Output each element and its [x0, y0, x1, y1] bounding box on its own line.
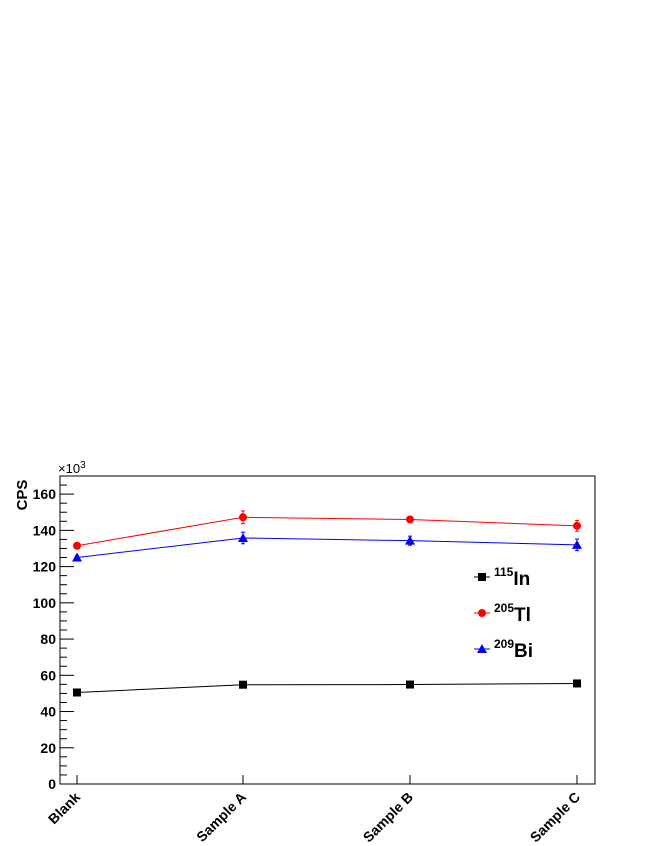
- data-point: [238, 532, 248, 542]
- x-tick-label: Sample C: [527, 789, 583, 845]
- y-tick-label: 60: [40, 667, 56, 683]
- x-tick-label: Sample B: [360, 789, 416, 845]
- x-axis-ticks: Blank Sample A Sample B Sample C: [45, 775, 583, 845]
- data-point: [406, 680, 414, 689]
- y-tick-label: 20: [40, 740, 56, 756]
- y-tick-label: 140: [33, 522, 57, 538]
- series-line: [76, 516, 578, 547]
- plot-frame: [59, 475, 596, 785]
- y-tick-label: 100: [33, 595, 57, 611]
- data-point: [73, 688, 81, 697]
- data-point: [406, 515, 414, 524]
- series-layer: [72, 510, 582, 697]
- legend-label: 115In: [494, 565, 530, 590]
- data-point: [239, 680, 247, 689]
- series-line: [76, 537, 578, 559]
- legend-marker: [478, 573, 486, 581]
- data-point: [405, 535, 415, 545]
- y-tick-label: 40: [40, 704, 56, 720]
- series-line: [76, 682, 578, 694]
- data-point: [572, 539, 582, 549]
- data-point: [72, 552, 82, 562]
- data-point: [573, 521, 581, 530]
- legend-item: 115In: [474, 565, 530, 590]
- legend-label: 209Bi: [494, 637, 533, 662]
- series-bi: [72, 531, 582, 562]
- data-point: [73, 541, 81, 550]
- x-tick-label: Blank: [45, 789, 83, 827]
- data-point: [573, 679, 581, 688]
- y-tick-label: 80: [40, 631, 56, 647]
- y-axis-ticks: 0 20 40 60 80 100 120 140 160: [33, 475, 74, 792]
- y-tick-label: 120: [33, 559, 57, 575]
- legend-item: 209Bi: [474, 637, 533, 662]
- x-tick-label: Sample A: [193, 789, 249, 845]
- data-point: [239, 513, 247, 522]
- legend: 115In 205Tl 209Bi: [474, 565, 533, 662]
- legend-label: 205Tl: [494, 601, 531, 626]
- legend-marker: [477, 644, 487, 653]
- legend-marker: [478, 609, 486, 617]
- series-in: [73, 679, 581, 697]
- y-tick-label: 0: [48, 776, 56, 792]
- legend-item: 205Tl: [474, 601, 531, 626]
- y-axis-title: CPS: [14, 480, 31, 511]
- series-tl: [73, 510, 581, 550]
- y-axis-multiplier: ×103: [58, 460, 86, 476]
- y-tick-label: 160: [33, 486, 57, 502]
